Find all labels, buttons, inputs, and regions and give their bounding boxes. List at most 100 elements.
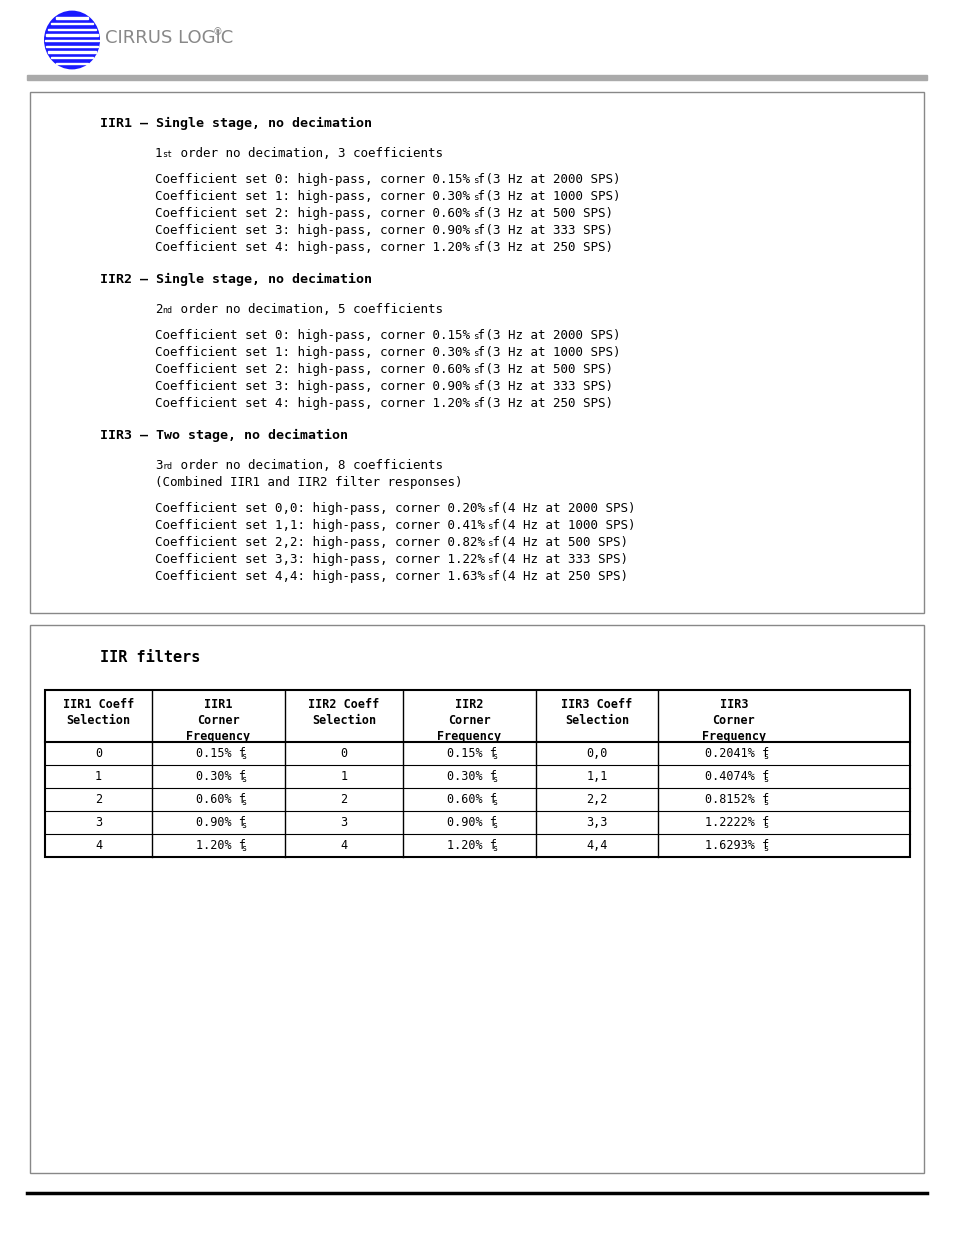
- Text: CIRRUS LOGIC: CIRRUS LOGIC: [105, 28, 233, 47]
- Text: s: s: [492, 844, 497, 853]
- Text: 1,1: 1,1: [586, 769, 607, 783]
- Text: Selection: Selection: [564, 714, 628, 727]
- Text: 1.6293% f: 1.6293% f: [704, 839, 768, 852]
- Text: s: s: [472, 177, 477, 185]
- Text: (4 Hz at 250 SPS): (4 Hz at 250 SPS): [493, 571, 627, 583]
- Text: order no decimation, 5 coefficients: order no decimation, 5 coefficients: [172, 303, 442, 316]
- Text: s: s: [472, 332, 477, 341]
- Text: (3 Hz at 2000 SPS): (3 Hz at 2000 SPS): [478, 329, 620, 342]
- Text: IIR3 – Two stage, no decimation: IIR3 – Two stage, no decimation: [100, 429, 348, 442]
- Text: Coefficient set 3,3: high-pass, corner 1.22% f: Coefficient set 3,3: high-pass, corner 1…: [154, 553, 499, 566]
- Text: 3: 3: [154, 459, 162, 472]
- Text: s: s: [241, 776, 246, 784]
- Text: (3 Hz at 333 SPS): (3 Hz at 333 SPS): [478, 380, 613, 393]
- Text: 3: 3: [95, 816, 102, 829]
- Text: IIR1 Coeff: IIR1 Coeff: [63, 698, 134, 711]
- Text: 0.8152% f: 0.8152% f: [704, 793, 768, 806]
- Text: 0.2041% f: 0.2041% f: [704, 747, 768, 760]
- Text: (4 Hz at 500 SPS): (4 Hz at 500 SPS): [493, 536, 627, 550]
- Text: 0.90% f: 0.90% f: [195, 816, 246, 829]
- Text: 0.30% f: 0.30% f: [447, 769, 497, 783]
- Text: 0,0: 0,0: [586, 747, 607, 760]
- Bar: [48, 28, 96, 30]
- Text: IIR3: IIR3: [719, 698, 747, 711]
- Text: IIR1 – Single stage, no decimation: IIR1 – Single stage, no decimation: [100, 117, 372, 130]
- Text: s: s: [487, 573, 492, 582]
- Text: 0.60% f: 0.60% f: [195, 793, 246, 806]
- Text: s: s: [472, 210, 477, 219]
- Text: IIR2: IIR2: [455, 698, 483, 711]
- Bar: [56, 63, 88, 64]
- Text: Selection: Selection: [312, 714, 375, 727]
- Bar: [56, 17, 88, 19]
- Text: (3 Hz at 250 SPS): (3 Hz at 250 SPS): [478, 396, 613, 410]
- Text: (3 Hz at 1000 SPS): (3 Hz at 1000 SPS): [478, 190, 620, 203]
- Text: s: s: [241, 752, 246, 761]
- Text: ®: ®: [213, 27, 222, 37]
- Bar: [30, 91, 923, 613]
- Text: 0.90% f: 0.90% f: [447, 816, 497, 829]
- Text: (4 Hz at 1000 SPS): (4 Hz at 1000 SPS): [493, 519, 635, 532]
- Text: rd: rd: [162, 462, 172, 471]
- Text: s: s: [487, 538, 492, 548]
- Text: nd: nd: [162, 306, 172, 315]
- Text: Coefficient set 2: high-pass, corner 0.60% f: Coefficient set 2: high-pass, corner 0.6…: [154, 363, 484, 375]
- Text: Selection: Selection: [67, 714, 131, 727]
- Text: (Combined IIR1 and IIR2 filter responses): (Combined IIR1 and IIR2 filter responses…: [154, 475, 462, 489]
- Text: 0.15% f: 0.15% f: [447, 747, 497, 760]
- Text: s: s: [762, 798, 767, 806]
- Text: s: s: [762, 776, 767, 784]
- Text: s: s: [472, 383, 477, 391]
- Text: order no decimation, 3 coefficients: order no decimation, 3 coefficients: [172, 147, 442, 161]
- Text: 2: 2: [95, 793, 102, 806]
- Text: 1: 1: [154, 147, 162, 161]
- Text: s: s: [762, 752, 767, 761]
- Text: Coefficient set 1,1: high-pass, corner 0.41% f: Coefficient set 1,1: high-pass, corner 0…: [154, 519, 499, 532]
- Text: Coefficient set 3: high-pass, corner 0.90% f: Coefficient set 3: high-pass, corner 0.9…: [154, 224, 484, 237]
- Text: 1.20% f: 1.20% f: [447, 839, 497, 852]
- Text: Frequency: Frequency: [701, 730, 765, 743]
- Text: (4 Hz at 2000 SPS): (4 Hz at 2000 SPS): [493, 501, 635, 515]
- Text: s: s: [762, 821, 767, 830]
- Bar: [51, 22, 93, 25]
- Text: 0.30% f: 0.30% f: [195, 769, 246, 783]
- Text: 0.15% f: 0.15% f: [195, 747, 246, 760]
- Text: (3 Hz at 250 SPS): (3 Hz at 250 SPS): [478, 241, 613, 254]
- Bar: [30, 625, 923, 1173]
- Text: s: s: [492, 752, 497, 761]
- Bar: [46, 35, 98, 36]
- Text: s: s: [472, 350, 477, 358]
- Text: IIR1: IIR1: [204, 698, 233, 711]
- Text: s: s: [487, 522, 492, 531]
- Text: Corner: Corner: [448, 714, 491, 727]
- Bar: [46, 46, 98, 47]
- Text: s: s: [487, 505, 492, 514]
- Text: Coefficient set 0,0: high-pass, corner 0.20% f: Coefficient set 0,0: high-pass, corner 0…: [154, 501, 499, 515]
- Text: (3 Hz at 500 SPS): (3 Hz at 500 SPS): [478, 363, 613, 375]
- Bar: [46, 40, 98, 42]
- Text: Frequency: Frequency: [186, 730, 251, 743]
- Text: Corner: Corner: [712, 714, 755, 727]
- Text: 0: 0: [340, 747, 347, 760]
- Text: (3 Hz at 333 SPS): (3 Hz at 333 SPS): [478, 224, 613, 237]
- Text: s: s: [762, 844, 767, 853]
- Text: Coefficient set 0: high-pass, corner 0.15% f: Coefficient set 0: high-pass, corner 0.1…: [154, 329, 484, 342]
- Bar: [27, 75, 926, 80]
- Text: 1.20% f: 1.20% f: [195, 839, 246, 852]
- Text: Coefficient set 4,4: high-pass, corner 1.63% f: Coefficient set 4,4: high-pass, corner 1…: [154, 571, 499, 583]
- Text: Coefficient set 1: high-pass, corner 0.30% f: Coefficient set 1: high-pass, corner 0.3…: [154, 346, 484, 359]
- Text: 0.4074% f: 0.4074% f: [704, 769, 768, 783]
- Text: 2,2: 2,2: [586, 793, 607, 806]
- Text: IIR3 Coeff: IIR3 Coeff: [560, 698, 632, 711]
- Text: 1.2222% f: 1.2222% f: [704, 816, 768, 829]
- Text: s: s: [472, 366, 477, 375]
- Text: (4 Hz at 333 SPS): (4 Hz at 333 SPS): [493, 553, 627, 566]
- Text: s: s: [241, 821, 246, 830]
- Text: (3 Hz at 2000 SPS): (3 Hz at 2000 SPS): [478, 173, 620, 186]
- Bar: [48, 51, 96, 53]
- Text: 4: 4: [95, 839, 102, 852]
- Text: order no decimation, 8 coefficients: order no decimation, 8 coefficients: [172, 459, 442, 472]
- Text: Coefficient set 1: high-pass, corner 0.30% f: Coefficient set 1: high-pass, corner 0.3…: [154, 190, 484, 203]
- Text: IIR2 – Single stage, no decimation: IIR2 – Single stage, no decimation: [100, 273, 372, 287]
- Bar: [45, 690, 909, 857]
